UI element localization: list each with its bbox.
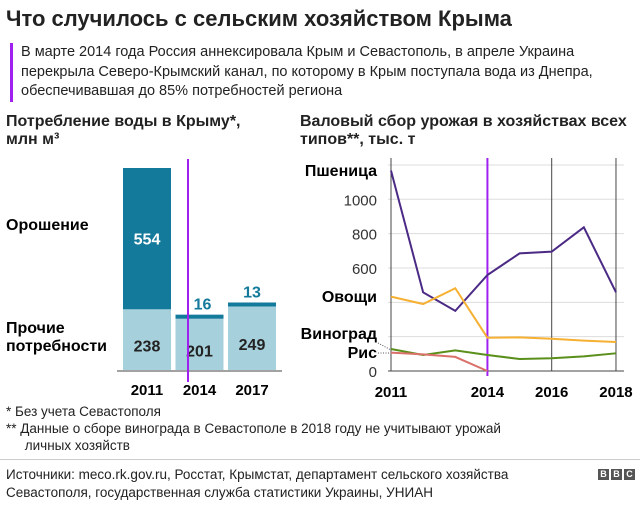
legend-irrigation: Орошение xyxy=(6,217,89,234)
legend-other: Прочие потребности xyxy=(6,320,107,355)
charts-svg: 238 554 2011 201 16 2014 249 13 2017 Орошение Проч… xyxy=(6,158,633,400)
y-tick: 1000 xyxy=(344,192,377,209)
bar-irrigation-2011 xyxy=(123,168,171,310)
footnote-3: личных хозяйств xyxy=(6,438,130,453)
line-chart-title: Валовый сбор урожая в хозяйствах всех ти… xyxy=(300,113,627,148)
bar-other-2011 xyxy=(123,309,171,370)
series-label: Виноград xyxy=(301,326,377,343)
bar-x-tick: 2014 xyxy=(183,382,217,399)
series-label: Овощи xyxy=(322,289,377,306)
bar-x-tick: 2017 xyxy=(235,382,268,399)
sources: Источники: meco.rk.gov.ru, Росстат, Крым… xyxy=(6,467,509,500)
line-chart: 0 600 800 1000 2011 2014 2016 2018 Пшеница Овощи В… xyxy=(301,158,633,400)
bar-other-2017 xyxy=(228,306,276,370)
x-tick: 2018 xyxy=(599,384,632,400)
footnote-1: * Без учета Севастополя xyxy=(6,404,161,419)
bar-chart-title: Потребление воды в Крыму*, млн м³ xyxy=(6,113,240,149)
y-tick: 0 xyxy=(369,364,377,381)
footnotes: * Без учета Севастополя ** Данные о сбор… xyxy=(6,403,501,454)
x-tick: 2016 xyxy=(535,384,568,400)
bar-label-irrigation: 13 xyxy=(243,284,261,301)
divider xyxy=(0,459,640,460)
bar-irrigation-2017 xyxy=(228,302,276,307)
bar-label-other: 238 xyxy=(134,339,161,356)
x-tick: 2014 xyxy=(471,384,505,400)
bar-label-irrigation: 16 xyxy=(194,297,212,314)
bar-label-irrigation: 554 xyxy=(134,232,161,249)
bar-label-other: 201 xyxy=(186,343,213,360)
series-rice xyxy=(390,351,488,372)
bar-x-tick: 2011 xyxy=(131,382,164,399)
x-tick: 2011 xyxy=(375,384,408,400)
legend-other-line2: потребности xyxy=(6,338,107,355)
bar-unit: млн м³ xyxy=(6,131,60,148)
page-title: Что случилось с сельским хозяйством Крым… xyxy=(6,6,512,31)
bar-other-2014 xyxy=(175,318,224,370)
y-tick: 600 xyxy=(352,261,377,278)
series-label: Пшеница xyxy=(305,163,377,180)
legend-other-line1: Прочие xyxy=(6,320,65,337)
subtitle: В марте 2014 года Россия аннексировала К… xyxy=(10,43,621,102)
series-wheat xyxy=(390,170,617,313)
y-tick: 800 xyxy=(352,227,377,244)
bar-chart: 238 554 2011 201 16 2014 249 13 2017 Орошение Проч… xyxy=(6,159,282,399)
grapes-leader xyxy=(377,342,392,351)
series-label: Рис xyxy=(348,345,378,362)
bar-label-other: 249 xyxy=(239,337,266,354)
footnote-2: ** Данные о сборе винограда в Севастопол… xyxy=(6,421,501,436)
series-vegetables xyxy=(390,286,617,343)
bar-irrigation-2014 xyxy=(175,314,224,319)
bar-title-text: Потребление воды в Крыму*, xyxy=(6,113,241,130)
